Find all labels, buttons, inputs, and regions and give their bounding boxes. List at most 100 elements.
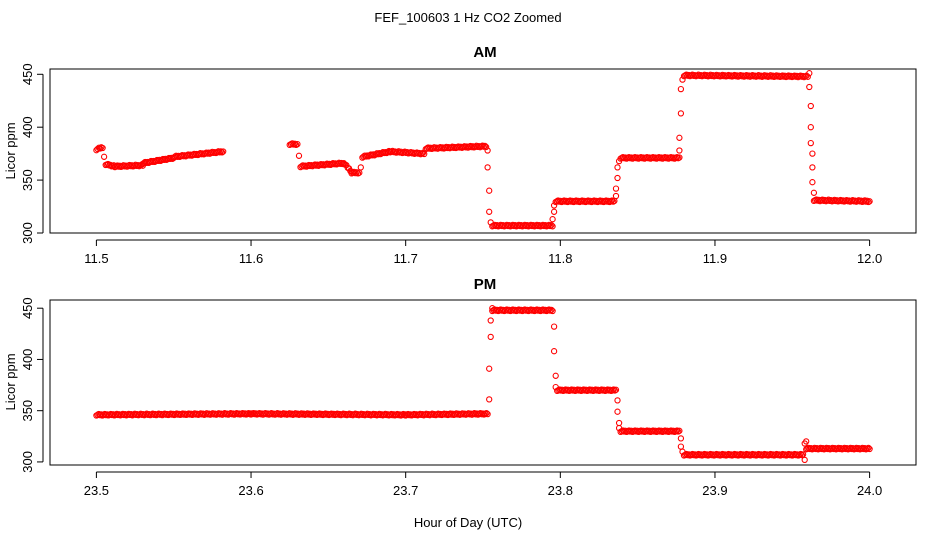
y-tick-label: 450 (20, 63, 35, 85)
data-point (614, 164, 621, 171)
x-tick-label: 23.8 (548, 483, 573, 498)
data-point (676, 427, 683, 434)
data-point (294, 140, 301, 148)
data-point (484, 164, 491, 171)
y-tick-label: 400 (20, 349, 35, 371)
y-tick-label: 300 (20, 451, 35, 473)
data-point (866, 445, 873, 453)
data-point (481, 142, 489, 150)
pm-panel-title: PM (474, 276, 497, 293)
data-point (550, 208, 558, 215)
am-panel-title: AM (473, 44, 496, 61)
x-tick-label: 11.8 (548, 251, 572, 266)
pm-data-points (93, 305, 873, 464)
data-point (614, 174, 621, 182)
data-point (216, 149, 223, 156)
data-point (676, 134, 683, 141)
data-point (809, 179, 816, 186)
data-point (484, 147, 491, 154)
data-point (807, 139, 814, 147)
data-point (612, 192, 620, 200)
data-point (549, 223, 556, 230)
data-point (676, 147, 683, 154)
data-point (615, 424, 623, 432)
data-point (797, 450, 804, 458)
data-point (677, 110, 685, 117)
x-tick-label: 11.9 (703, 251, 727, 266)
pm-plot-frame (49, 299, 917, 466)
am-data-points (93, 70, 873, 230)
data-point (615, 419, 623, 427)
data-point (677, 435, 685, 442)
data-point (479, 142, 486, 149)
am-x-axis: 11.5 11.6 11.7 11.8 11.9 12.0 (84, 239, 882, 266)
figure-title: FEF_100603 1 Hz CO2 Zoomed (374, 10, 561, 25)
data-point (482, 143, 490, 151)
data-point (550, 348, 558, 355)
data-point (677, 85, 685, 93)
y-tick-label: 450 (20, 297, 35, 319)
data-point (217, 148, 224, 155)
am-y-axis-label: Licor ppm (3, 122, 18, 179)
data-point (220, 148, 227, 155)
y-tick-label: 350 (20, 400, 35, 422)
data-point (489, 305, 496, 312)
data-point (99, 144, 106, 152)
data-point (487, 333, 494, 341)
pm-x-axis: 23.5 23.6 23.7 23.8 23.9 24.0 (84, 471, 882, 498)
data-point (864, 197, 871, 204)
data-point (484, 410, 491, 418)
data-point (806, 83, 813, 91)
data-point (357, 164, 364, 171)
y-tick-label: 350 (20, 169, 35, 191)
data-point (809, 164, 816, 171)
x-tick-label: 23.9 (702, 483, 727, 498)
data-point (799, 451, 807, 458)
y-tick-label: 400 (20, 116, 35, 138)
data-point (673, 427, 681, 434)
am-panel: AM 11.5 11.6 11.7 11.8 11.9 12.0 300 350 400 450… (3, 44, 917, 266)
x-tick-label: 12.0 (857, 251, 882, 266)
data-point (865, 444, 872, 452)
data-point (807, 124, 814, 131)
am-y-axis: 300 350 400 450 (20, 63, 44, 244)
data-point (673, 153, 681, 161)
data-point (486, 396, 493, 403)
data-point (549, 307, 556, 315)
x-tick-label: 24.0 (857, 483, 882, 498)
x-tick-label: 11.7 (394, 251, 418, 266)
data-point (486, 365, 493, 372)
data-point (353, 169, 360, 176)
data-point (612, 386, 620, 393)
data-point (548, 306, 555, 314)
data-point (96, 145, 104, 152)
pm-panel: PM 23.5 23.6 23.7 23.8 23.9 24.0 300 350 400 450… (3, 276, 917, 498)
data-point (548, 222, 555, 229)
data-point (549, 216, 556, 223)
x-tick-label: 23.5 (84, 483, 109, 498)
data-point (612, 185, 620, 192)
data-point (809, 150, 816, 157)
data-point (550, 202, 558, 209)
data-point (545, 306, 553, 313)
data-point (295, 152, 303, 159)
data-point (486, 208, 493, 215)
data-point (804, 73, 811, 80)
figure-x-axis-label: Hour of Day (UTC) (414, 515, 522, 530)
data-point (614, 408, 621, 415)
data-point (291, 140, 299, 147)
data-point (483, 409, 490, 417)
data-point (866, 198, 873, 205)
data-point (803, 438, 810, 445)
data-point (486, 187, 493, 194)
data-point (552, 372, 559, 379)
data-point (487, 219, 494, 226)
data-point (487, 317, 494, 324)
data-point (806, 70, 813, 77)
x-tick-label: 11.6 (239, 251, 263, 266)
data-point (801, 456, 808, 464)
data-point (810, 189, 818, 196)
pm-y-axis-label: Licor ppm (3, 353, 18, 410)
x-tick-label: 11.5 (84, 251, 108, 266)
